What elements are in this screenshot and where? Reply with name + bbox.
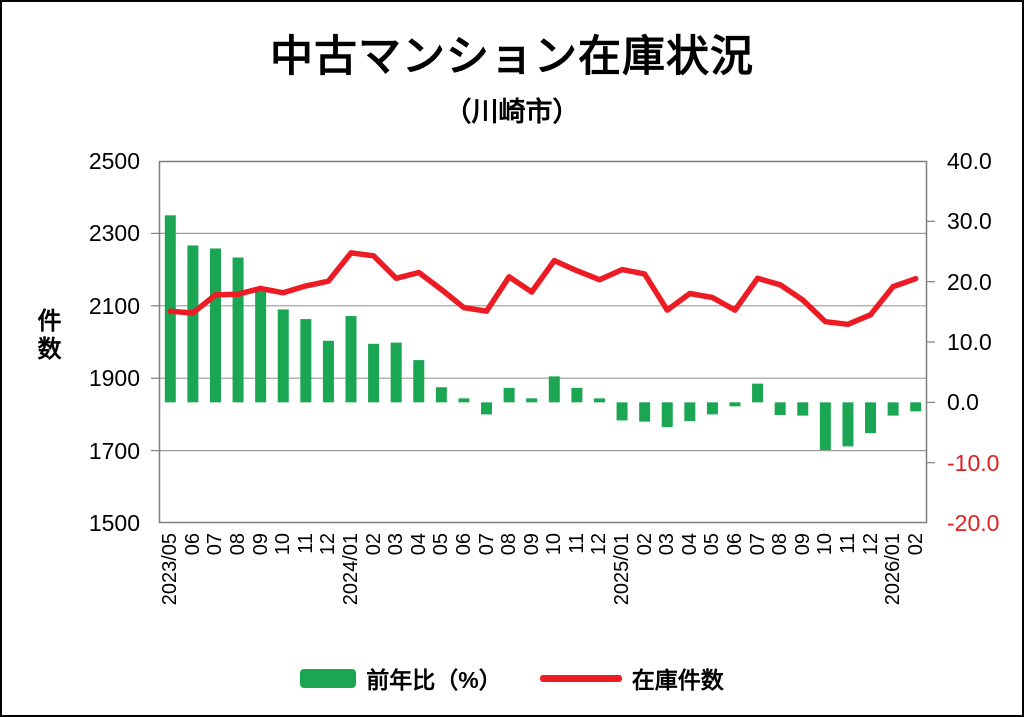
bar-02 [639,402,651,422]
bar-03 [661,402,673,428]
x-axis-label-12: 12 [859,533,882,556]
x-axis-label-10: 10 [272,533,295,556]
right-axis-tick-label: 20.0 [947,268,992,295]
plot-border [158,160,928,524]
right-axis-tick-label: 10.0 [947,329,992,355]
legend-item-line-series: 在庫件数 [539,661,724,695]
x-axis-label-12: 12 [588,533,611,556]
x-axis-label-2026/01: 2026/01 [882,533,905,606]
right-axis-tick-label: 40.0 [947,148,992,174]
bar-07 [752,383,764,403]
bar-12 [865,402,877,434]
bar-09 [255,291,267,403]
x-axis-label-09: 09 [791,533,814,556]
bar-08 [774,402,786,416]
x-axis-label-09: 09 [520,533,543,556]
left-axis-tick-label: 1500 [88,510,140,536]
x-axis-label-11: 11 [836,533,859,554]
bar-11 [300,319,312,403]
bar-11 [842,402,854,447]
x-axis-label-11: 11 [294,533,317,554]
x-axis-label-10: 10 [543,533,566,556]
x-axis-label-06: 06 [181,533,204,556]
left-axis-title: 件数 [33,308,60,364]
bar-10 [277,309,289,403]
x-axis-label-2024/01: 2024/01 [340,533,362,606]
x-axis-label-05: 05 [430,533,453,556]
bar-12 [322,340,334,403]
right-axis-tick-label: -10.0 [947,449,1000,476]
x-axis-label-03: 03 [385,533,408,556]
chart-subtitle: （川崎市） [444,97,580,127]
bar-series-swatch [300,668,357,688]
x-axis-label-12: 12 [317,533,340,556]
bar-2025/01 [616,402,628,421]
x-axis-label-09: 09 [249,533,272,556]
x-axis-label-02: 02 [633,533,656,556]
x-axis-label-08: 08 [498,533,521,556]
bar-09 [526,398,538,403]
line-series-swatch [539,674,622,682]
bar-02 [910,402,922,412]
bar-08 [503,387,515,403]
x-axis-label-07: 07 [204,533,227,556]
x-axis-label-08: 08 [769,533,792,556]
x-axis-label-08: 08 [227,533,250,556]
x-axis-label-07: 07 [746,533,769,556]
x-axis-label-07: 07 [475,533,498,556]
bar-05 [435,387,447,403]
x-axis-label-04: 04 [407,533,430,556]
legend: 前年比（%） 在庫件数 [2,660,1022,696]
bar-09 [797,402,809,416]
bar-06 [458,398,470,403]
left-axis-tick-label: 2500 [88,148,140,174]
bar-12 [593,398,605,403]
x-axis-label-05: 05 [701,533,724,556]
bar-02 [368,343,380,403]
x-axis-label-2025/01: 2025/01 [611,533,634,606]
x-axis-label-06: 06 [724,533,746,556]
bar-10 [819,402,831,450]
chart-title: 中古マンション在庫状況 [270,33,754,81]
left-axis-tick-label: 2100 [88,292,140,319]
line-series-label: 在庫件数 [631,667,724,693]
right-axis-tick-label: 0.0 [947,389,979,416]
bar-series-label: 前年比（%） [366,667,502,693]
bar-07 [481,402,493,415]
x-axis-label-06: 06 [452,533,475,556]
right-axis-tick-label: 30.0 [947,208,992,235]
bar-03 [390,342,402,403]
x-axis-label-04: 04 [678,533,701,556]
bar-11 [571,387,583,403]
left-axis-tick-label: 2300 [88,220,140,247]
bar-06 [187,245,199,403]
left-axis-tick-label: 1900 [88,365,140,392]
bar-05 [706,402,718,415]
left-axis-tick-label: 1700 [88,437,140,464]
bar-07 [209,248,221,403]
x-axis-label-2023/05: 2023/05 [159,533,182,606]
bar-2024/01 [345,316,357,403]
bar-04 [413,360,425,403]
inventory-trend-line [167,250,919,328]
plot-area [151,160,935,524]
x-axis-label-02: 02 [362,533,385,556]
x-axis-label-11: 11 [565,533,588,554]
bar-2026/01 [887,402,899,416]
legend-item-bar-series: 前年比（%） [300,661,502,695]
x-axis-label-03: 03 [656,533,679,556]
x-axis-label-10: 10 [814,533,837,556]
x-axis-label-02: 02 [904,533,927,556]
bar-06 [729,402,741,407]
bar-08 [232,257,244,403]
right-axis-tick-label: -20.0 [947,510,1000,536]
bar-04 [684,402,696,422]
bar-10 [548,376,560,403]
